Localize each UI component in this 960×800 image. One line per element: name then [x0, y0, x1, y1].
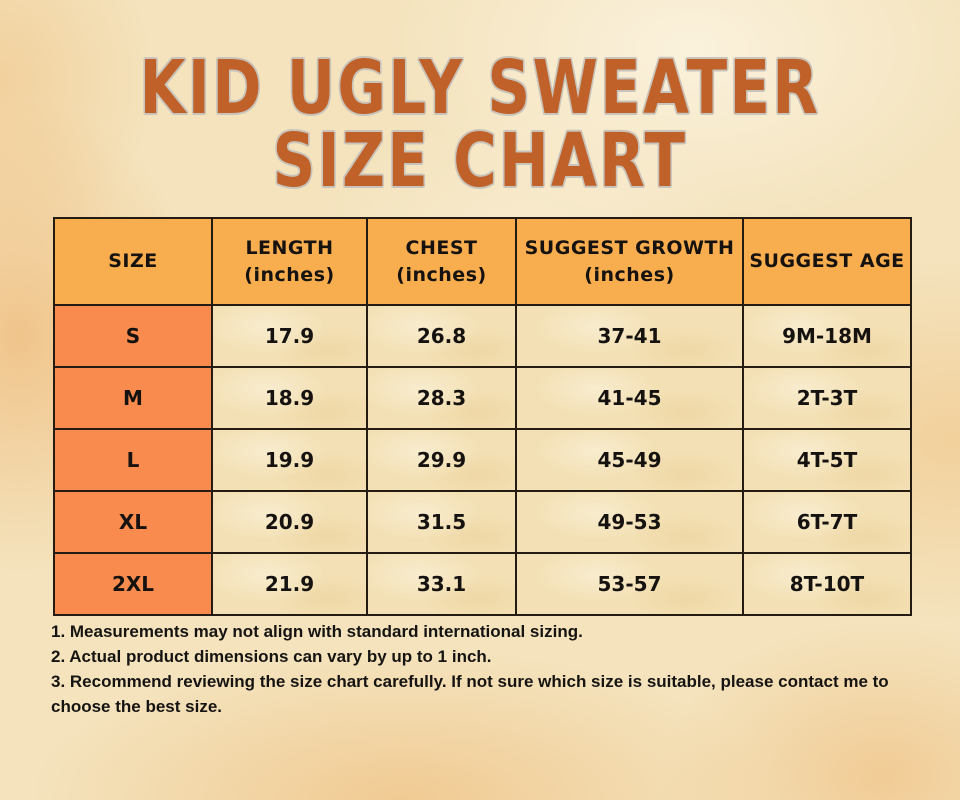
size-cell: L	[55, 430, 211, 490]
chest-cell: 33.1	[368, 554, 515, 614]
title-line-1: KID UGLY SWEATER	[139, 45, 821, 131]
chest-cell: 26.8	[368, 306, 515, 366]
footnote-1: 1. Measurements may not align with stand…	[51, 622, 583, 641]
header-label: SUGGEST AGE	[749, 250, 905, 272]
title-line-2: SIZE CHART	[272, 118, 688, 204]
header-label: SUGGEST GROWTH	[524, 236, 735, 259]
header-cell-chest: CHEST (inches)	[368, 219, 515, 304]
header-sublabel: (inches)	[244, 263, 335, 286]
header-label: CHEST	[405, 236, 478, 259]
size-cell: M	[55, 368, 211, 428]
age-cell: 9M-18M	[744, 306, 910, 366]
header-label: SIZE	[108, 250, 158, 272]
chest-cell: 29.9	[368, 430, 515, 490]
header-cell-size: SIZE	[55, 219, 211, 304]
length-cell: 17.9	[213, 306, 366, 366]
age-cell: 8T-10T	[744, 554, 910, 614]
length-cell: 20.9	[213, 492, 366, 552]
size-chart-table: SIZE LENGTH (inches) CHEST (inches) SUGG…	[53, 217, 912, 616]
size-cell: XL	[55, 492, 211, 552]
chest-cell: 28.3	[368, 368, 515, 428]
chest-cell: 31.5	[368, 492, 515, 552]
footnotes: 1. Measurements may not align with stand…	[51, 619, 913, 719]
growth-cell: 49-53	[517, 492, 742, 552]
size-cell: S	[55, 306, 211, 366]
footnote-3: 3. Recommend reviewing the size chart ca…	[51, 672, 889, 716]
header-sublabel: (inches)	[396, 263, 487, 286]
length-cell: 21.9	[213, 554, 366, 614]
age-cell: 4T-5T	[744, 430, 910, 490]
age-cell: 6T-7T	[744, 492, 910, 552]
header-sublabel: (inches)	[584, 263, 675, 286]
length-cell: 19.9	[213, 430, 366, 490]
length-cell: 18.9	[213, 368, 366, 428]
growth-cell: 45-49	[517, 430, 742, 490]
size-cell: 2XL	[55, 554, 211, 614]
growth-cell: 41-45	[517, 368, 742, 428]
header-cell-suggest-growth: SUGGEST GROWTH (inches)	[517, 219, 742, 304]
header-cell-suggest-age: SUGGEST AGE	[744, 219, 910, 304]
growth-cell: 53-57	[517, 554, 742, 614]
footnote-2: 2. Actual product dimensions can vary by…	[51, 647, 492, 666]
header-cell-length: LENGTH (inches)	[213, 219, 366, 304]
growth-cell: 37-41	[517, 306, 742, 366]
age-cell: 2T-3T	[744, 368, 910, 428]
header-label: LENGTH	[245, 236, 334, 259]
page-title: KID UGLY SWEATER SIZE CHART	[0, 45, 960, 204]
